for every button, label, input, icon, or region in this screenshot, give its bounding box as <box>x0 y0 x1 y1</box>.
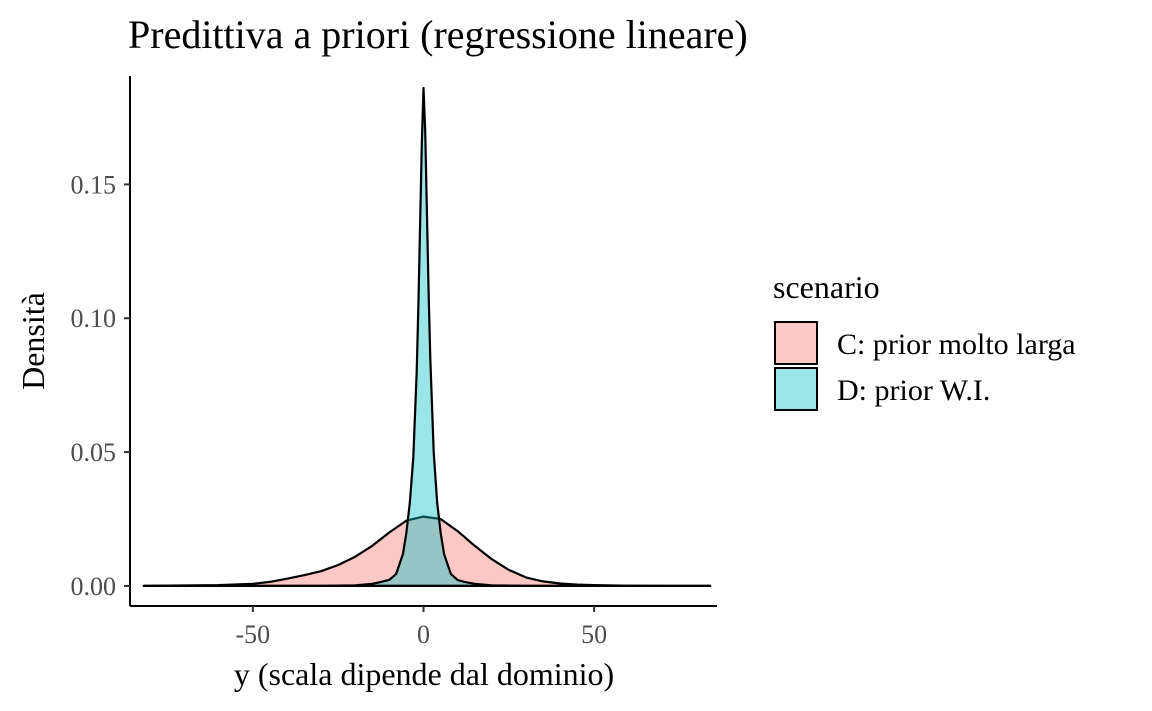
x-tick-label: -50 <box>236 620 271 649</box>
x-tick-label: 50 <box>581 620 607 649</box>
y-tick-label: 0.15 <box>71 170 117 199</box>
x-axis-title: y (scala dipende dal dominio) <box>234 656 614 692</box>
legend-label-series-2: D: prior W.I. <box>837 374 990 407</box>
density-area-series-2 <box>142 86 712 587</box>
legend-label-series-1: C: prior molto larga <box>837 328 1076 361</box>
legend-key-series-2 <box>774 367 818 411</box>
legend-title: scenario <box>773 269 880 305</box>
y-tick-label: 0.00 <box>71 572 117 601</box>
y-ticks: 0.00 0.05 0.10 0.15 <box>71 170 130 601</box>
legend: scenario C: prior molto larga D: prior W.… <box>773 269 1076 411</box>
x-ticks: -50 0 50 <box>236 606 607 649</box>
legend-key-series-1 <box>774 321 818 365</box>
y-axis-title: Densità <box>15 292 51 390</box>
chart-title: Predittiva a priori (regressione lineare… <box>128 12 748 57</box>
x-tick-label: 0 <box>417 620 430 649</box>
y-tick-label: 0.05 <box>71 438 117 467</box>
plot-area <box>142 86 712 587</box>
y-tick-label: 0.10 <box>71 304 117 333</box>
